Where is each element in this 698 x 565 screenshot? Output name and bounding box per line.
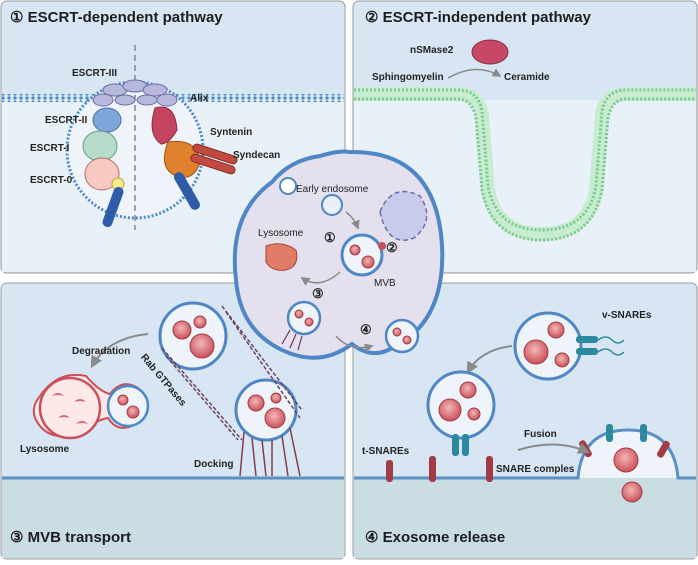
mvb-docked	[234, 378, 298, 442]
panel-4-title: ④ Exosome release	[365, 529, 505, 546]
early-endosome-outline	[379, 190, 428, 241]
ilv	[361, 255, 375, 269]
microtubule-tracks	[161, 305, 303, 441]
mvb-transport-small	[286, 300, 322, 336]
nsmase2-shape	[471, 39, 509, 65]
raft-membrane-outer	[354, 88, 696, 232]
label-v-snares: v-SNAREs	[602, 310, 652, 321]
panel-1-title: ① ESCRT-dependent pathway	[10, 9, 223, 26]
escrt-iii-complex	[92, 79, 178, 107]
label-escrt-ii: ESCRT-II	[45, 115, 87, 126]
raft-membrane-inner	[354, 97, 696, 242]
panel-4-membrane	[354, 428, 696, 480]
ilv	[264, 407, 286, 429]
label-syntenin: Syntenin	[210, 127, 252, 138]
fusion-arrow	[517, 442, 591, 454]
label-t-snares: t-SNAREs	[362, 446, 410, 457]
center-tethers	[281, 329, 303, 351]
raft-membrane-base	[354, 87, 696, 242]
budding-ilv	[378, 242, 386, 250]
label-fusion: Fusion	[524, 429, 557, 440]
panel-3-title: ③ MVB transport	[10, 529, 131, 546]
ilv	[193, 315, 207, 329]
label-mvb: MVB	[374, 278, 396, 289]
endocytic-pit	[279, 177, 297, 195]
lysosome-body	[38, 376, 102, 440]
label-snare-complex: SNARE comples	[496, 464, 575, 475]
label-lysosome-center: Lysosome	[258, 228, 304, 239]
ilv	[294, 309, 304, 319]
panel-2-title: ② ESCRT-independent pathway	[365, 9, 592, 26]
maturation-arrow	[345, 211, 360, 230]
panel-exosome-release: ④ Exosome release	[352, 282, 698, 560]
ilv	[247, 394, 265, 412]
ilv	[554, 352, 570, 368]
marker-3: ③	[312, 286, 324, 301]
cargo-protein-right	[174, 172, 200, 210]
label-early-endosome: Early endosome	[296, 184, 369, 195]
conversion-arrow	[447, 68, 502, 79]
marker-4: ④	[360, 322, 372, 337]
marker-1: ①	[324, 230, 336, 245]
ilv	[126, 405, 140, 419]
snare-complex-proteins	[386, 434, 493, 482]
ilv	[304, 317, 314, 327]
escrt-ii-shape	[92, 107, 122, 133]
degradation-path-arrow	[300, 271, 341, 286]
v-snare-proteins	[576, 336, 625, 356]
label-degradation: Degradation	[72, 346, 130, 357]
central-cell: Early endosome Lysosome MVB ① ② ③ ④	[232, 149, 445, 360]
ilv	[402, 335, 412, 345]
label-escrt-0: ESCRT-0	[30, 175, 73, 186]
ilv	[270, 392, 282, 404]
label-ceramide: Ceramide	[504, 72, 550, 83]
mvb-center	[340, 233, 384, 277]
alix-shape	[151, 106, 178, 145]
marker-2: ②	[386, 240, 398, 255]
label-syndecan: Syndecan	[233, 150, 280, 161]
syndecan-shape	[190, 143, 238, 175]
ilv	[523, 339, 549, 365]
ilv	[117, 394, 129, 406]
secretion-arrow	[335, 335, 374, 353]
ilv	[392, 327, 402, 337]
panel-escrt-independent: ② ESCRT-independent pathway nSMase2 Sphi…	[352, 0, 698, 274]
mvb-secreting	[384, 318, 420, 354]
label-docking: Docking	[194, 459, 233, 470]
panel-3-cytosol	[2, 478, 344, 558]
ilv	[438, 398, 462, 422]
label-escrt-iii: ESCRT-III	[72, 68, 117, 79]
approach-arrow	[466, 345, 513, 375]
syntenin-shape	[163, 140, 201, 178]
exosome-b	[621, 481, 643, 503]
label-lysosome-p3: Lysosome	[20, 444, 70, 455]
ilv	[189, 333, 215, 359]
degraded-fragments	[52, 393, 88, 424]
docking-tethers	[239, 427, 301, 477]
mvb-fusing	[106, 384, 150, 428]
early-endosome	[321, 194, 343, 216]
exosome-a	[613, 447, 639, 473]
degradation-arrow	[90, 333, 149, 369]
panel-4-cytosol	[354, 478, 696, 558]
cargo-protein-left	[102, 186, 124, 228]
label-sphingomyelin: Sphingomyelin	[372, 72, 444, 83]
mvb-docking	[426, 370, 496, 440]
ilv	[459, 381, 477, 399]
label-escrt-i: ESCRT-I	[30, 143, 70, 154]
mvb-upper	[513, 311, 583, 381]
ilv	[467, 407, 481, 421]
panel-mvb-transport: ③ MVB transport Degradation Rab GTP	[0, 282, 346, 560]
mvb-top	[158, 301, 228, 371]
label-nsmase2: nSMase2	[410, 45, 454, 56]
ilv	[349, 244, 361, 256]
lysosome-center	[265, 243, 298, 271]
escrt-0-shape	[84, 157, 120, 191]
ilv	[172, 320, 192, 340]
escrt-i-shape	[82, 130, 118, 162]
ilv	[547, 321, 565, 339]
label-alix: Alix	[190, 93, 209, 104]
